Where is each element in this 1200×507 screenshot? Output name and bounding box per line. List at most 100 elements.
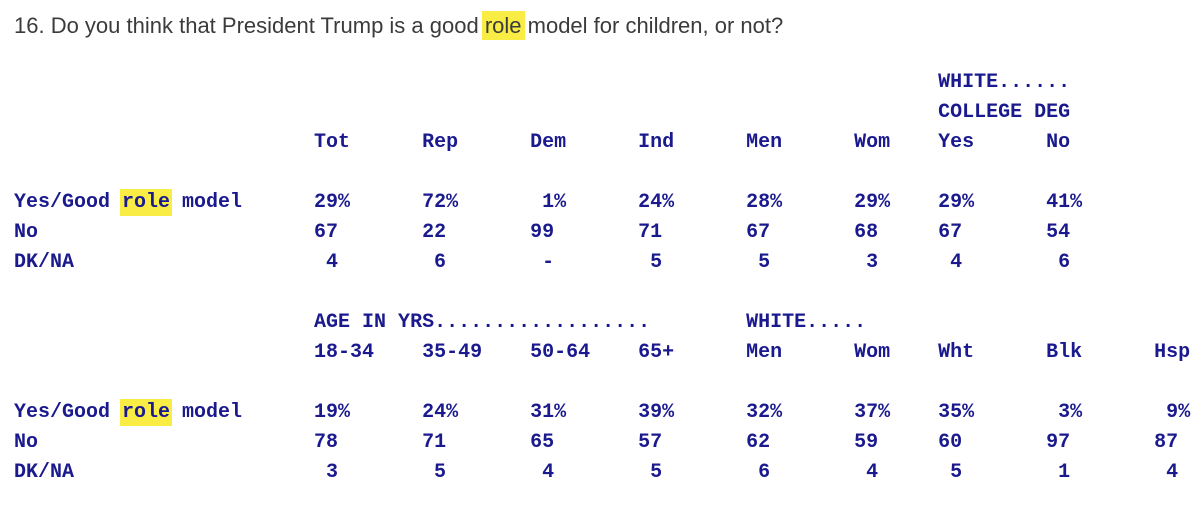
group-header: WHITE......	[938, 71, 1071, 94]
percent-sign: %	[554, 191, 567, 214]
cell-value: 29	[938, 191, 963, 214]
percent-sign: %	[1070, 191, 1083, 214]
role-highlight: role	[120, 399, 173, 426]
table-row: Yes/Good role model 19% 24% 31% 39% 32% 37% 35%…	[14, 398, 1200, 428]
cell-value: 19	[314, 401, 339, 424]
question-title: 16. Do you think that President Trump is…	[14, 10, 1190, 42]
cell-value: 97	[1046, 431, 1071, 454]
cell-value: 54	[1046, 221, 1071, 244]
percent-sign: %	[662, 401, 675, 424]
group-banner-line: WHITE......	[14, 68, 1200, 98]
cell-value: 29	[314, 191, 339, 214]
cell-value: 24	[422, 401, 447, 424]
table-row: DK/NA 3 5 4 5 6 4 5 1 4	[14, 458, 1200, 488]
cell-value: 6	[434, 251, 447, 274]
column-header: Wom	[854, 131, 891, 154]
row-label: No	[14, 218, 38, 248]
percent-sign: %	[1178, 401, 1191, 424]
cell-value: 59	[854, 431, 879, 454]
cell-value: 1	[542, 191, 555, 214]
group-header: AGE IN YRS..................	[314, 311, 651, 334]
question-text-post: model for children, or not?	[521, 13, 784, 38]
role-highlight: role	[120, 189, 173, 216]
table-row: No 67 22 99 71 67 68 67 54	[14, 218, 1200, 248]
cell-value: 4	[326, 251, 339, 274]
column-header: Wht	[938, 341, 975, 364]
cell-value: 32	[746, 401, 771, 424]
group-header: WHITE.....	[746, 311, 867, 334]
column-header: Blk	[1046, 341, 1083, 364]
percent-sign: %	[1070, 401, 1083, 424]
percent-sign: %	[554, 401, 567, 424]
column-header: 50-64	[530, 341, 591, 364]
percent-sign: %	[338, 401, 351, 424]
group-header: COLLEGE DEG	[938, 101, 1071, 124]
cell-value: 67	[314, 221, 339, 244]
cell-value: 71	[422, 431, 447, 454]
table-row: No 78 71 65 57 62 59 60 97 87	[14, 428, 1200, 458]
column-header: 65+	[638, 341, 675, 364]
row-label-text: DK/NA	[14, 251, 75, 274]
cell-value: 78	[314, 431, 339, 454]
column-header: Men	[746, 131, 783, 154]
percent-sign: %	[962, 191, 975, 214]
cell-value: 35	[938, 401, 963, 424]
column-header: Wom	[854, 341, 891, 364]
column-header: Hsp	[1154, 341, 1191, 364]
cell-value: 57	[638, 431, 663, 454]
percent-sign: %	[662, 191, 675, 214]
cell-value: 67	[746, 221, 771, 244]
cell-value: 68	[854, 221, 879, 244]
percent-sign: %	[962, 401, 975, 424]
row-label-text: model	[170, 191, 243, 214]
group-banner-line: AGE IN YRS.................. WHITE.....	[14, 308, 1200, 338]
question-text-pre: 16. Do you think that President Trump is…	[14, 13, 485, 38]
cell-value: 28	[746, 191, 771, 214]
row-label: Yes/Good role model	[14, 188, 242, 218]
question-highlight-role: role	[481, 11, 525, 40]
group-banner-line: COLLEGE DEG	[14, 98, 1200, 128]
cell-value: 72	[422, 191, 447, 214]
row-label: DK/NA	[14, 248, 74, 278]
cell-value: 71	[638, 221, 663, 244]
cell-value: 5	[758, 251, 771, 274]
column-header: Yes	[938, 131, 975, 154]
row-label-text: No	[14, 221, 39, 244]
crosstab-table: WHITE...... COLLEGE DEG Tot Rep Dem Ind Men Wom…	[14, 0, 1200, 507]
cell-value: 39	[638, 401, 663, 424]
cell-value: 29	[854, 191, 879, 214]
row-label-text: No	[14, 431, 39, 454]
cell-value: 24	[638, 191, 663, 214]
cell-value: 41	[1046, 191, 1071, 214]
column-header: Ind	[638, 131, 675, 154]
cell-value: 6	[758, 461, 771, 484]
cell-value: 67	[938, 221, 963, 244]
column-header: Dem	[530, 131, 567, 154]
percent-sign: %	[770, 401, 783, 424]
column-header-line: 18-34 35-49 50-64 65+ Men Wom Wht Blk Hsp	[14, 338, 1200, 368]
cell-value: 3	[866, 251, 879, 274]
table-row: Yes/Good role model 29% 72% 1% 24% 28% 29% 29% 4…	[14, 188, 1200, 218]
cell-value: 9	[1166, 401, 1179, 424]
table-row: DK/NA 4 6 - 5 5 3 4 6	[14, 248, 1200, 278]
cell-value: 5	[950, 461, 963, 484]
row-label: DK/NA	[14, 458, 74, 488]
cell-value: 65	[530, 431, 555, 454]
column-header: 18-34	[314, 341, 375, 364]
column-header: Tot	[314, 131, 351, 154]
cell-value: 4	[950, 251, 963, 274]
column-header: Rep	[422, 131, 459, 154]
row-label-text: DK/NA	[14, 461, 75, 484]
percent-sign: %	[878, 191, 891, 214]
row-label-text: Yes/Good	[14, 191, 123, 214]
row-label-text: Yes/Good	[14, 401, 123, 424]
cell-value: 31	[530, 401, 555, 424]
cell-value: 87	[1154, 431, 1179, 454]
cell-value: 3	[326, 461, 339, 484]
cell-value: 3	[1058, 401, 1071, 424]
percent-sign: %	[446, 401, 459, 424]
cell-value: -	[542, 251, 555, 274]
cell-value: 37	[854, 401, 879, 424]
cell-value: 99	[530, 221, 555, 244]
